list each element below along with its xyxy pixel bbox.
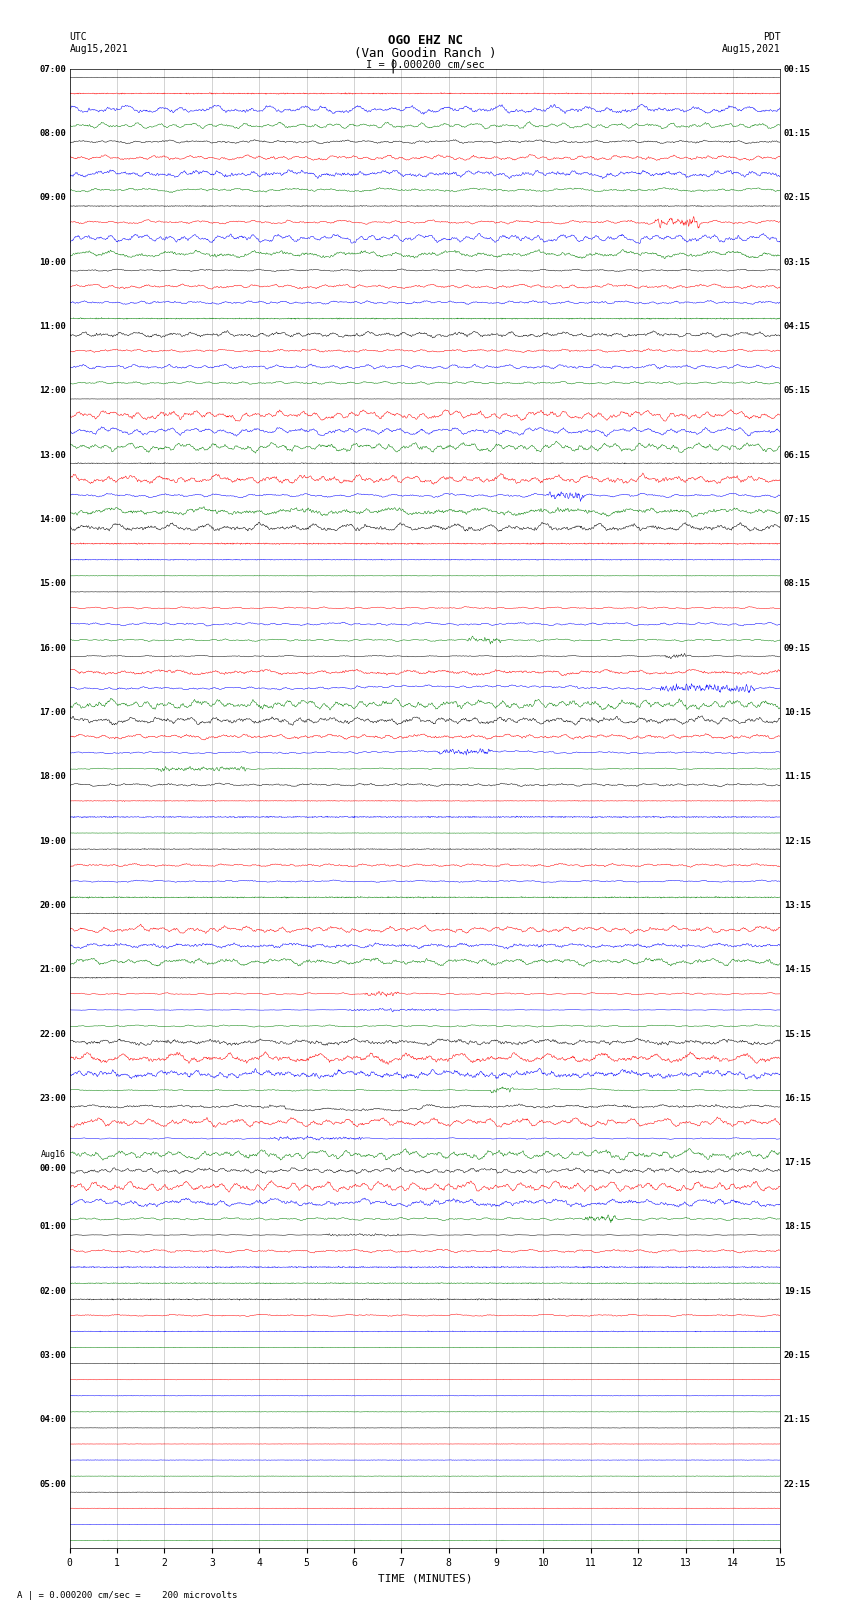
Text: (Van Goodin Ranch ): (Van Goodin Ranch ) (354, 47, 496, 60)
Text: 01:00: 01:00 (39, 1223, 66, 1231)
Text: 19:15: 19:15 (784, 1287, 811, 1295)
Text: 13:00: 13:00 (39, 450, 66, 460)
Text: 22:15: 22:15 (784, 1479, 811, 1489)
X-axis label: TIME (MINUTES): TIME (MINUTES) (377, 1574, 473, 1584)
Text: 16:15: 16:15 (784, 1094, 811, 1103)
Text: 10:15: 10:15 (784, 708, 811, 716)
Text: 00:15: 00:15 (784, 65, 811, 74)
Text: 14:15: 14:15 (784, 965, 811, 974)
Text: 21:00: 21:00 (39, 965, 66, 974)
Text: UTC: UTC (70, 32, 88, 42)
Text: 02:15: 02:15 (784, 194, 811, 203)
Text: 13:15: 13:15 (784, 902, 811, 910)
Text: 03:00: 03:00 (39, 1352, 66, 1360)
Text: 02:00: 02:00 (39, 1287, 66, 1295)
Text: 22:00: 22:00 (39, 1029, 66, 1039)
Text: 07:15: 07:15 (784, 515, 811, 524)
Text: 05:00: 05:00 (39, 1479, 66, 1489)
Text: PDT: PDT (762, 32, 780, 42)
Text: A | = 0.000200 cm/sec =    200 microvolts: A | = 0.000200 cm/sec = 200 microvolts (17, 1590, 237, 1600)
Text: 15:15: 15:15 (784, 1029, 811, 1039)
Text: 23:00: 23:00 (39, 1094, 66, 1103)
Text: 12:15: 12:15 (784, 837, 811, 845)
Text: 09:00: 09:00 (39, 194, 66, 203)
Text: 04:00: 04:00 (39, 1415, 66, 1424)
Text: 11:00: 11:00 (39, 323, 66, 331)
Text: 00:00: 00:00 (39, 1165, 66, 1173)
Text: 08:15: 08:15 (784, 579, 811, 589)
Text: Aug16: Aug16 (42, 1150, 66, 1160)
Text: 12:00: 12:00 (39, 387, 66, 395)
Text: 20:00: 20:00 (39, 902, 66, 910)
Text: Aug15,2021: Aug15,2021 (70, 44, 128, 53)
Text: 11:15: 11:15 (784, 773, 811, 781)
Text: |: | (388, 58, 397, 73)
Text: 10:00: 10:00 (39, 258, 66, 266)
Text: 19:00: 19:00 (39, 837, 66, 845)
Text: 17:00: 17:00 (39, 708, 66, 716)
Text: 16:00: 16:00 (39, 644, 66, 653)
Text: 04:15: 04:15 (784, 323, 811, 331)
Text: 21:15: 21:15 (784, 1415, 811, 1424)
Text: 06:15: 06:15 (784, 450, 811, 460)
Text: OGO EHZ NC: OGO EHZ NC (388, 34, 462, 47)
Text: 05:15: 05:15 (784, 387, 811, 395)
Text: 17:15: 17:15 (784, 1158, 811, 1168)
Text: 18:00: 18:00 (39, 773, 66, 781)
Text: 18:15: 18:15 (784, 1223, 811, 1231)
Text: 20:15: 20:15 (784, 1352, 811, 1360)
Text: 15:00: 15:00 (39, 579, 66, 589)
Text: 14:00: 14:00 (39, 515, 66, 524)
Text: I = 0.000200 cm/sec: I = 0.000200 cm/sec (366, 60, 484, 69)
Text: 09:15: 09:15 (784, 644, 811, 653)
Text: 08:00: 08:00 (39, 129, 66, 139)
Text: 03:15: 03:15 (784, 258, 811, 266)
Text: Aug15,2021: Aug15,2021 (722, 44, 780, 53)
Text: 07:00: 07:00 (39, 65, 66, 74)
Text: 01:15: 01:15 (784, 129, 811, 139)
